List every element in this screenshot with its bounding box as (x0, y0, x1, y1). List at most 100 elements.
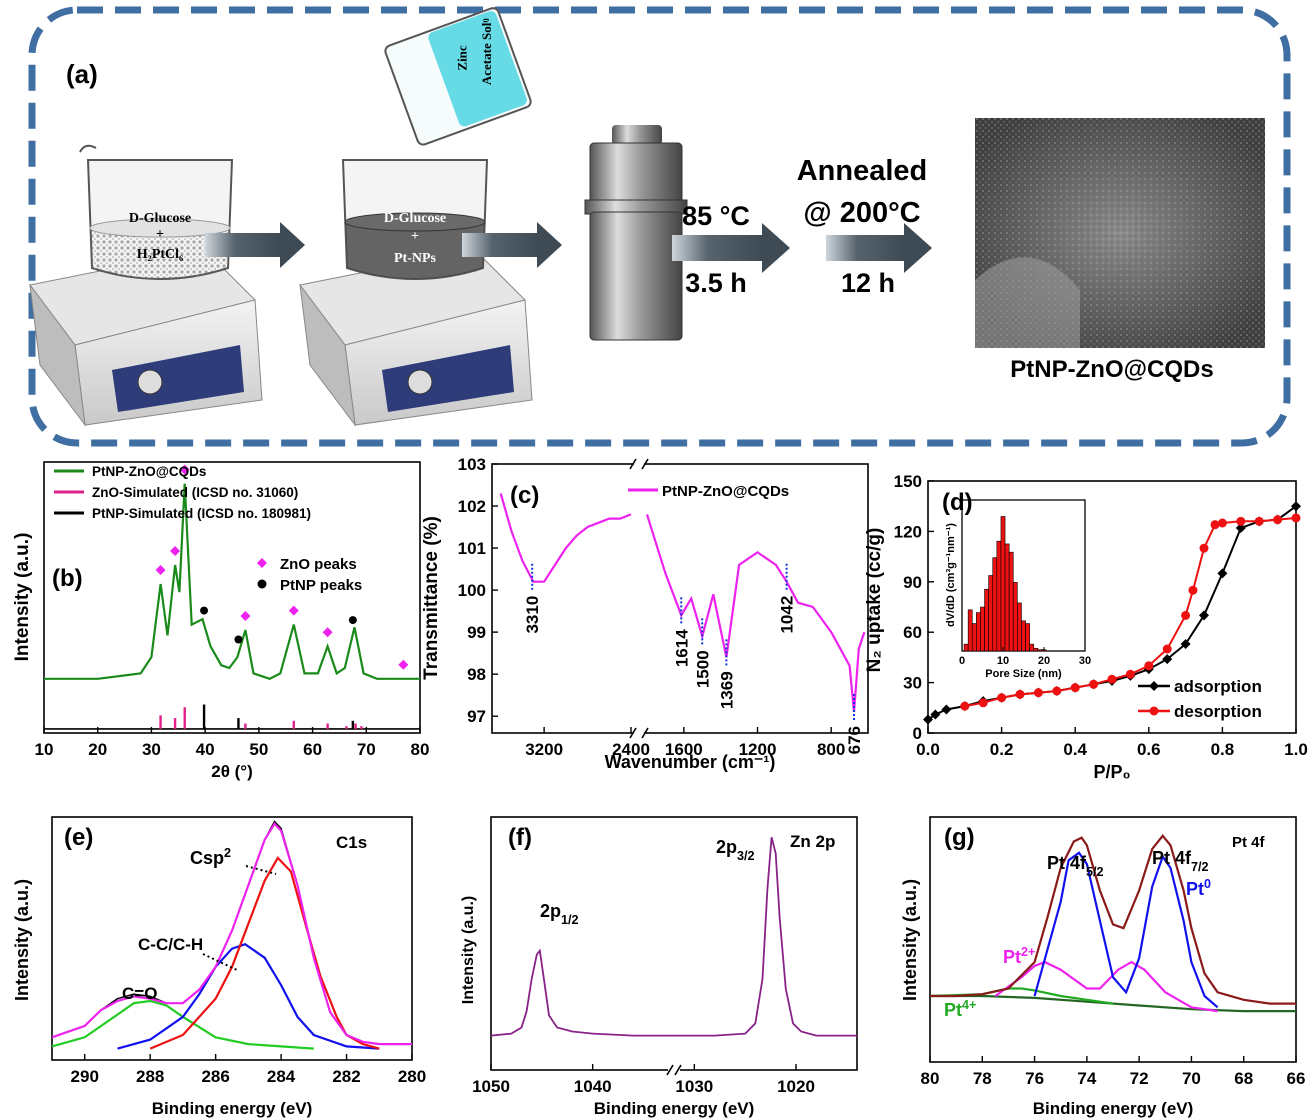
x-tick-label: 10 (35, 740, 54, 759)
inset-bar (1017, 602, 1022, 652)
x-axis-label: Binding energy (eV) (594, 1099, 755, 1118)
zno-peak-marker (398, 659, 409, 670)
label-2p32: 2p3/2 (716, 837, 755, 863)
label-pt4f72: Pt 4f7/2 (1152, 848, 1209, 874)
zno-peak-marker (322, 627, 333, 638)
peak-label: 1369 (717, 671, 736, 709)
plot-frame-d (927, 480, 1297, 734)
label-pt4f52: Pt 4f5/2 (1047, 853, 1104, 879)
inset-bar (1000, 516, 1006, 652)
desorption-point (1181, 610, 1191, 620)
step-2-line-3: 12 h (841, 268, 895, 298)
plot-frame-g (929, 816, 1297, 1063)
axis-break-mark (641, 727, 649, 739)
y-tick-label: 103 (458, 455, 486, 474)
series-C-C/C-H (117, 942, 380, 1050)
desorption-point (1107, 674, 1117, 684)
adsorption-point (1235, 523, 1246, 534)
y-tick-label: 100 (458, 581, 486, 600)
series-zn2p (490, 836, 857, 1037)
beaker-1-line-3: H₂PtCl₆ (137, 247, 184, 262)
legend-label-zno: ZnO peaks (280, 556, 357, 573)
adsorption-point (1162, 654, 1173, 665)
desorption-point (1217, 518, 1227, 528)
break-gap-bottom (634, 727, 644, 739)
inset-bar (1004, 543, 1010, 652)
inset-bar (1008, 551, 1014, 652)
plot-frame-e (51, 816, 413, 1061)
x-tick-label: 288 (136, 1067, 164, 1086)
x-tick-label: 68 (1234, 1069, 1253, 1088)
beaker-2: D-Glucose + Pt-NPs (341, 159, 489, 280)
break-gap-top (634, 458, 644, 470)
desorption-point (997, 693, 1007, 703)
y-axis-label: Intensity (a.u.) (900, 879, 920, 1001)
x-tick-label: 2400 (612, 740, 650, 759)
label-c-c-c-h: C-C/C-H (138, 935, 203, 954)
legend-label: ZnO-Simulated (ICSD no. 31060) (92, 485, 298, 500)
legend-marker (1149, 706, 1159, 716)
pour-label-2: Acetate Solᵑ (479, 19, 494, 85)
adsorption-point (930, 709, 941, 720)
x-tick-label: 76 (1025, 1069, 1044, 1088)
desorption-point (1070, 683, 1080, 693)
panel-label-f: (f) (508, 824, 532, 851)
plot-frame-c (491, 463, 869, 734)
adsorption-point (1217, 568, 1228, 579)
zno-peak-marker (155, 564, 166, 575)
x-axis-label: 2θ (°) (211, 762, 253, 781)
x-tick-label: 1040 (574, 1077, 612, 1096)
legend-label: PtNP-Simulated (ICSD no. 180981) (92, 506, 311, 521)
adsorption-point (1199, 610, 1209, 621)
dashed-frame (28, 6, 1291, 447)
beaker-1: D-Glucose + H₂PtCl₆ (79, 144, 234, 280)
desorption-point (1254, 516, 1264, 526)
x-tick-label: 60 (303, 740, 322, 759)
step-2: Annealed @ 200°C 12 h (797, 155, 932, 298)
panel-label-d: (d) (942, 489, 973, 516)
adsorption-point (923, 714, 933, 725)
x-tick-label: 280 (398, 1067, 426, 1086)
y-axis-label: Intensity (a.u.) (12, 533, 33, 662)
y-axis-label: Intensity (a.u.) (12, 879, 32, 1001)
x-tick-label: 80 (411, 740, 430, 759)
y-tick-label: 97 (467, 707, 486, 726)
pour-label-1: Zinc (455, 45, 470, 71)
series-envelope (51, 822, 412, 1046)
beaker-1-line-2: + (156, 227, 164, 242)
product-label: PtNP-ZnO@CQDs (1010, 356, 1213, 383)
y-tick-label: 101 (458, 539, 486, 558)
x-tick-label: 40 (196, 740, 215, 759)
legend-marker (1149, 681, 1159, 691)
peak-label: 1614 (672, 629, 691, 667)
ptnp-peak-marker (234, 635, 243, 644)
ptnp-peak-marker (200, 606, 209, 615)
inset-bar (996, 540, 1002, 652)
beaker-2-line-1: D-Glucose (384, 211, 446, 226)
inset-x-tick-label: 30 (1079, 655, 1091, 667)
inset-bar (967, 609, 973, 652)
chart-title: C1s (336, 833, 367, 852)
x-tick-label: 80 (921, 1069, 940, 1088)
x-tick-label: 66 (1287, 1069, 1306, 1088)
x-tick-label: 72 (1130, 1069, 1149, 1088)
series-segment-1 (499, 493, 632, 583)
inset-bar (1029, 643, 1035, 652)
beaker-2-line-2: + (411, 229, 419, 244)
sem-image (975, 118, 1265, 348)
chart-d-bet: 0.0 0.2 0.4 0.6 0.8 1.0 0 30 60 90 120 150 P/P₀ N₂ up… (864, 472, 1308, 782)
y-tick-label: 120 (894, 522, 922, 541)
hotplate-stirrer-2 (299, 249, 533, 427)
panel-label-e: (e) (64, 824, 93, 851)
x-tick-label: 800 (817, 740, 845, 759)
x-tick-label: 1030 (675, 1077, 713, 1096)
x-axis-label: Binding energy (eV) (152, 1099, 313, 1118)
series-segment-2 (645, 514, 866, 713)
zno-peak-marker (288, 605, 299, 616)
leader-c-c-c-h (202, 953, 238, 971)
y-axis-label: Transmittance (%) (421, 516, 442, 680)
inset-x-tick-label: 20 (1038, 655, 1050, 667)
x-tick-label: 1020 (777, 1077, 815, 1096)
chart-e-c1s: 290 288 286 284 282 280 Binding energy (eV) Int… (12, 816, 426, 1118)
inset-bar (963, 643, 969, 652)
